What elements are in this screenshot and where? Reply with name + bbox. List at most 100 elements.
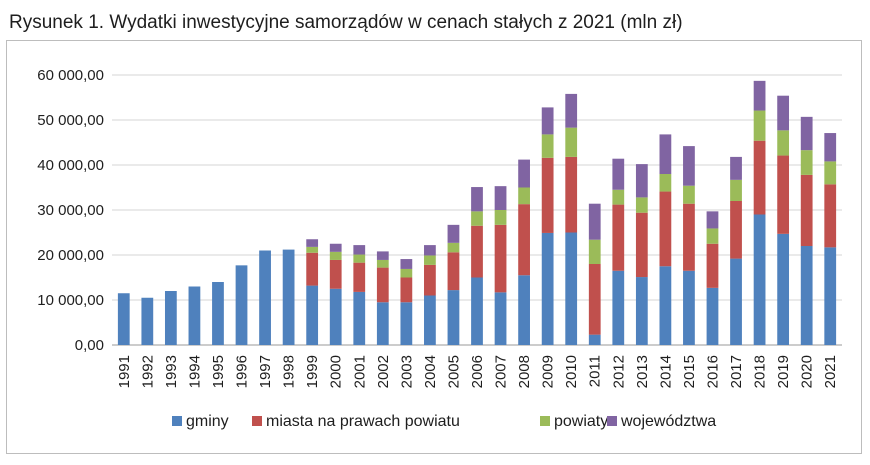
bar-segment xyxy=(400,277,413,303)
bar-segment xyxy=(541,157,554,233)
x-tick-label: 1991 xyxy=(116,355,133,388)
bar-segment xyxy=(518,204,530,276)
x-tick-label: 2007 xyxy=(493,355,510,388)
bars xyxy=(117,80,837,345)
legend-label: powiaty xyxy=(554,413,608,430)
bar-segment xyxy=(824,161,837,185)
bar-segment xyxy=(400,268,413,278)
bar-segment xyxy=(730,201,742,259)
bar-segment xyxy=(683,146,695,186)
x-tick-label: 2012 xyxy=(610,355,627,388)
x-tick-label: 2018 xyxy=(752,355,769,388)
x-tick-label: 1994 xyxy=(186,355,203,388)
x-tick-label: 2005 xyxy=(445,355,462,388)
legend-swatch xyxy=(252,416,262,426)
bar-segment xyxy=(494,210,507,225)
x-tick-label: 2009 xyxy=(540,355,557,388)
y-tick-label: 50 000,00 xyxy=(37,112,104,129)
bar-segment xyxy=(541,107,554,135)
bar-segment xyxy=(635,277,648,345)
bar-segment xyxy=(471,211,483,226)
bar-segment xyxy=(635,197,648,213)
x-tick-label: 2004 xyxy=(422,355,439,388)
bar-segment xyxy=(800,116,813,151)
bar-segment xyxy=(635,164,648,198)
bar-segment xyxy=(730,179,742,201)
bar-segment xyxy=(353,245,366,255)
bar-segment xyxy=(588,239,601,264)
bar-segment xyxy=(683,185,695,204)
bar-segment xyxy=(376,259,389,268)
bar-segment xyxy=(329,251,342,260)
bar-segment xyxy=(565,93,578,128)
bar-segment xyxy=(400,302,413,345)
bar-segment xyxy=(471,277,483,345)
x-tick-label: 2019 xyxy=(775,355,792,388)
x-tick-label: 2000 xyxy=(328,355,345,388)
x-tick-label: 2008 xyxy=(516,355,533,388)
x-tick-label: 2017 xyxy=(728,355,745,388)
bar-segment xyxy=(376,302,389,345)
bar-segment xyxy=(259,250,271,345)
bar-segment xyxy=(777,95,790,131)
bar-segment xyxy=(706,228,719,244)
bar-segment xyxy=(447,252,460,291)
bar-segment xyxy=(683,203,695,271)
x-tick-label: 2002 xyxy=(375,355,392,388)
bar-segment xyxy=(706,287,719,345)
x-tick-label: 1997 xyxy=(257,355,274,388)
legend-label: gminy xyxy=(186,413,229,430)
x-tick-label: 2013 xyxy=(634,355,651,388)
x-tick-label: 2006 xyxy=(469,355,486,388)
x-tick-label: 1996 xyxy=(234,355,251,388)
bar-segment xyxy=(329,259,342,289)
bar-segment xyxy=(706,211,719,229)
y-tick-label: 10 000,00 xyxy=(37,292,104,309)
bar-segment xyxy=(565,232,578,345)
x-tick-label: 2001 xyxy=(351,355,368,388)
y-tick-label: 30 000,00 xyxy=(37,202,104,219)
bar-segment xyxy=(212,282,224,345)
bar-segment xyxy=(635,212,648,278)
bar-segment xyxy=(565,156,578,233)
bar-segment xyxy=(800,174,813,246)
bar-segment xyxy=(141,297,154,345)
chart-title: Rysunek 1. Wydatki inwestycyjne samorząd… xyxy=(9,12,683,33)
bar-segment xyxy=(777,130,790,156)
bar-segment xyxy=(282,249,295,345)
bar-segment xyxy=(659,191,672,267)
bar-segment xyxy=(306,246,319,253)
bar-segment xyxy=(471,225,483,278)
x-tick-label: 2003 xyxy=(398,355,415,388)
bar-segment xyxy=(588,264,601,335)
bar-segment xyxy=(494,186,507,210)
bar-segment xyxy=(800,150,813,175)
bar-segment xyxy=(447,224,460,243)
bar-segment xyxy=(612,189,625,205)
legend: gminy miasta na prawach powiatu powiaty woj… xyxy=(172,413,716,430)
bar-segment xyxy=(659,266,672,345)
bar-segment xyxy=(306,239,319,247)
bar-segment xyxy=(424,264,436,296)
x-tick-label: 2021 xyxy=(822,355,839,388)
bar-segment xyxy=(447,290,460,345)
y-tick-label: 60 000,00 xyxy=(37,67,104,84)
bar-segment xyxy=(494,224,507,293)
legend-swatch xyxy=(607,416,617,426)
bar-segment xyxy=(777,155,790,234)
x-tick-label: 2014 xyxy=(657,355,674,388)
x-tick-label: 1999 xyxy=(304,355,321,388)
bar-segment xyxy=(612,270,625,345)
bar-segment xyxy=(376,267,389,303)
bar-segment xyxy=(424,255,436,265)
bar-segment xyxy=(164,291,177,345)
bar-segment xyxy=(117,293,130,345)
legend-label: województwa xyxy=(620,413,716,430)
bar-segment xyxy=(376,251,389,260)
bar-segment xyxy=(447,242,460,253)
x-tick-label: 1993 xyxy=(163,355,180,388)
bar-segment xyxy=(329,288,342,345)
bar-segment xyxy=(612,204,625,271)
bar-segment xyxy=(824,184,837,248)
